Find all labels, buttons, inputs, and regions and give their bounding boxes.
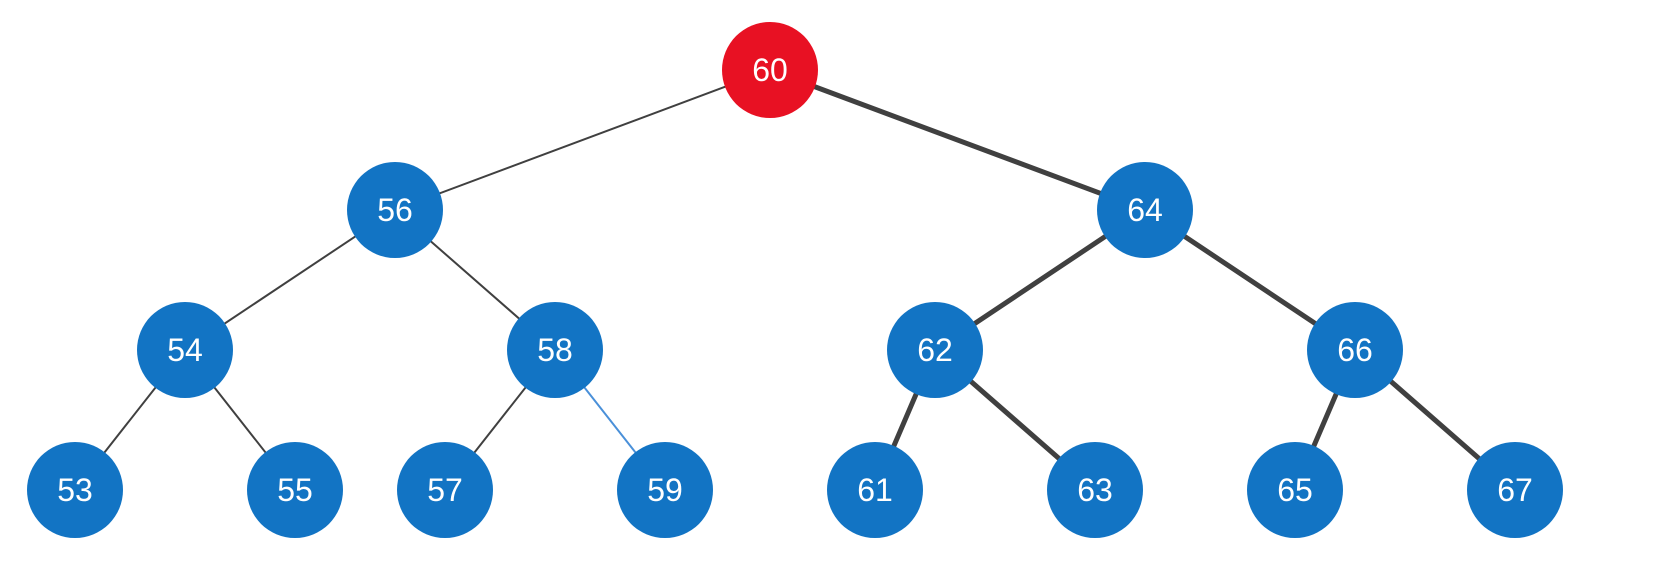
tree-node: 56 [347, 162, 443, 258]
tree-node-label: 62 [917, 332, 953, 368]
tree-node-label: 65 [1277, 472, 1313, 508]
binary-tree-diagram: 60 56 64 54 58 62 66 53 55 57 59 61 63 65 67 [0, 0, 1660, 564]
tree-node: 57 [397, 442, 493, 538]
tree-node: 54 [137, 302, 233, 398]
nodes-layer: 60 56 64 54 58 62 66 53 55 57 59 61 63 65 67 [27, 22, 1563, 538]
tree-node: 53 [27, 442, 123, 538]
tree-node: 61 [827, 442, 923, 538]
tree-node-label: 64 [1127, 192, 1163, 228]
tree-node-label: 59 [647, 472, 683, 508]
tree-node-label: 63 [1077, 472, 1113, 508]
tree-edge [395, 70, 770, 210]
tree-node: 64 [1097, 162, 1193, 258]
tree-node-label: 67 [1497, 472, 1533, 508]
tree-node-label: 61 [857, 472, 893, 508]
tree-node: 65 [1247, 442, 1343, 538]
tree-node-label: 66 [1337, 332, 1373, 368]
tree-node-label: 56 [377, 192, 413, 228]
tree-node: 58 [507, 302, 603, 398]
tree-node: 63 [1047, 442, 1143, 538]
tree-node-label: 60 [752, 52, 788, 88]
tree-node: 67 [1467, 442, 1563, 538]
tree-edge [770, 70, 1145, 210]
tree-node: 62 [887, 302, 983, 398]
tree-node-label: 55 [277, 472, 313, 508]
tree-node-label: 53 [57, 472, 93, 508]
tree-node: 60 [722, 22, 818, 118]
tree-node-label: 57 [427, 472, 463, 508]
tree-node: 55 [247, 442, 343, 538]
tree-node-label: 58 [537, 332, 573, 368]
tree-node-label: 54 [167, 332, 203, 368]
tree-node: 59 [617, 442, 713, 538]
tree-node: 66 [1307, 302, 1403, 398]
edges-layer [75, 70, 1515, 490]
